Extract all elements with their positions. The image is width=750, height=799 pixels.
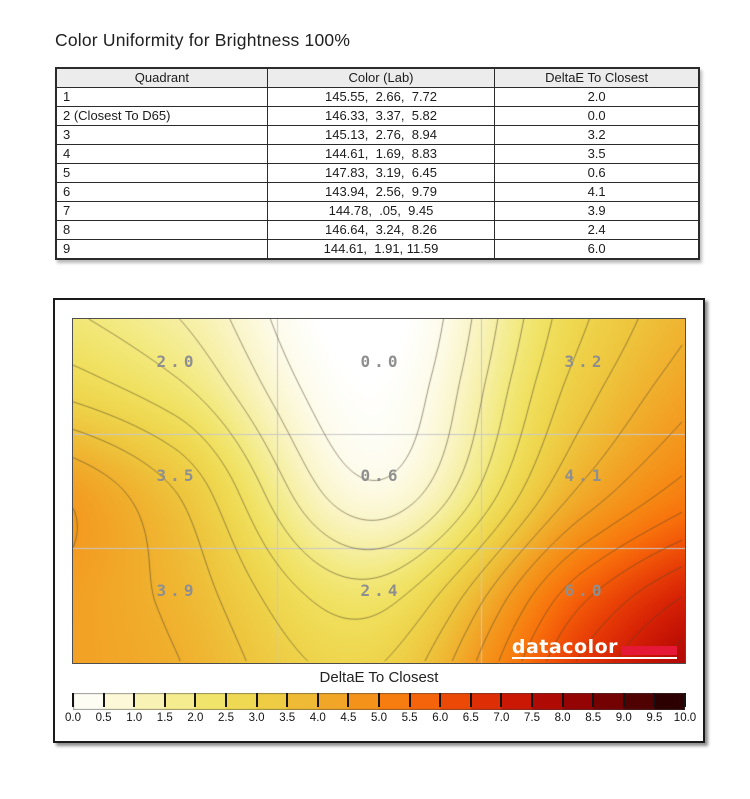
lab-cell: 144.78, .05, 9.45 <box>266 201 496 221</box>
lab-cell: 144.61, 1.69, 8.83 <box>266 144 496 164</box>
delta-cell: 3.5 <box>494 144 700 164</box>
colorbar-tick-label: 5.0 <box>371 712 387 724</box>
colorbar-tick-mark <box>561 693 564 707</box>
lab-cell: 146.33, 3.37, 5.82 <box>266 106 496 126</box>
quadrant-cell: 2 (Closest To D65) <box>55 106 268 126</box>
colorbar-tick-mark <box>286 693 289 707</box>
colorbar-tick-mark <box>163 693 166 707</box>
colorbar-tick-label: 5.5 <box>401 712 418 724</box>
colorbar-tick-label: 3.0 <box>248 712 265 724</box>
page-title: Color Uniformity for Brightness 100% <box>55 30 351 50</box>
colorbar-tick-label: 9.0 <box>615 712 632 724</box>
colorbar-tick-label: 7.0 <box>493 712 510 724</box>
colorbar-tick-label: 4.5 <box>340 712 357 724</box>
colorbar-tick-label: 4.0 <box>309 712 326 724</box>
contour-plot: 2.0 0.0 3.2 3.5 0.6 4.1 3.9 2.4 6.0 data… <box>72 318 686 664</box>
colorbar-tick-mark <box>225 693 227 707</box>
colorbar-tick-label: 1.0 <box>126 712 143 724</box>
datacolor-logo-bar <box>621 646 677 655</box>
colorbar-tick-mark <box>531 693 533 707</box>
header-quadrant: Quadrant <box>55 67 268 88</box>
colorbar-tick-label: 2.0 <box>187 712 204 724</box>
colorbar-tick-label: 10.0 <box>673 712 697 724</box>
colorbar-tick-mark <box>255 693 258 707</box>
colorbar-tick-mark <box>684 693 686 707</box>
colorbar-tick-mark <box>408 693 411 707</box>
table-row: 2 (Closest To D65) 146.33, 3.37, 5.82 0.0 <box>55 106 700 126</box>
table-row: 1 145.55, 2.66, 7.72 2.0 <box>55 87 700 107</box>
colorbar-tick-label: 6.5 <box>462 712 479 724</box>
colorbar-tick-label: 8.0 <box>554 712 571 724</box>
table-header-row: Quadrant Color (Lab) DeltaE To Closest <box>55 67 700 88</box>
table-row: 8 146.64, 3.24, 8.26 2.4 <box>55 220 700 240</box>
colorbar-tick-label: 0.5 <box>95 712 112 724</box>
colorbar-tick-mark <box>500 693 503 707</box>
uniformity-table: Quadrant Color (Lab) DeltaE To Closest 1… <box>55 67 700 260</box>
table-row: 5 147.83, 3.19, 6.45 0.6 <box>55 163 700 183</box>
quadrant-cell: 4 <box>55 144 268 164</box>
delta-cell: 2.4 <box>494 220 700 240</box>
colorbar-tick-mark <box>439 693 442 707</box>
delta-cell: 2.0 <box>494 87 700 107</box>
colorbar-tick-mark <box>102 693 105 707</box>
quadrant-cell: 9 <box>55 239 268 260</box>
header-color-lab: Color (Lab) <box>266 67 496 88</box>
colorbar-tick-mark <box>347 693 350 707</box>
lab-cell: 145.13, 2.76, 8.94 <box>266 125 496 145</box>
colorbar-tick-label: 6.0 <box>432 712 449 724</box>
table-row: 6 143.94, 2.56, 9.79 4.1 <box>55 182 700 202</box>
lab-cell: 145.55, 2.66, 7.72 <box>266 87 496 107</box>
header-deltae: DeltaE To Closest <box>494 67 700 88</box>
colorbar-tick-mark <box>469 693 472 707</box>
colorbar-tick-label: 7.5 <box>524 712 540 724</box>
colorbar-tick-mark <box>72 693 74 707</box>
colorbar-tick-label: 9.5 <box>646 712 663 724</box>
colorbar: 0.0 0.5 1.0 1.5 2.0 2.5 3.0 3.5 4.0 4.5 5.0 5.5 6.0 6… <box>65 693 696 741</box>
datacolor-logo: datacolor <box>511 636 677 659</box>
quadrant-cell: 8 <box>55 220 268 240</box>
contour-field-canvas <box>73 319 685 663</box>
table-row: 3 145.13, 2.76, 8.94 3.2 <box>55 125 700 145</box>
colorbar-tick-mark <box>653 693 656 707</box>
colorbar-tick-mark <box>316 693 319 707</box>
colorbar-tick-label: 3.5 <box>279 712 296 724</box>
delta-cell: 3.9 <box>494 201 700 221</box>
colorbar-tick-mark <box>622 693 625 707</box>
table-row: 4 144.61, 1.69, 8.83 3.5 <box>55 144 700 164</box>
lab-cell: 143.94, 2.56, 9.79 <box>266 182 496 202</box>
chart-title: DeltaE To Closest <box>319 669 439 686</box>
uniformity-chart-box: 2.0 0.0 3.2 3.5 0.6 4.1 3.9 2.4 6.0 data… <box>53 298 705 743</box>
delta-cell: 0.6 <box>494 163 700 183</box>
quadrant-cell: 1 <box>55 87 268 107</box>
colorbar-tick-label: 1.5 <box>156 712 173 724</box>
quadrant-cell: 6 <box>55 182 268 202</box>
colorbar-tick-label: 2.5 <box>218 712 234 724</box>
delta-cell: 0.0 <box>494 106 700 126</box>
table-row: 9 144.61, 1.91, 11.59 6.0 <box>55 239 700 260</box>
colorbar-tick-label: 0.0 <box>65 712 81 724</box>
lab-cell: 144.61, 1.91, 11.59 <box>266 239 496 260</box>
colorbar-tick-mark <box>133 693 136 707</box>
datacolor-logo-text: datacolor <box>511 636 618 658</box>
quadrant-cell: 7 <box>55 201 268 221</box>
colorbar-tick-label: 8.5 <box>585 712 602 724</box>
delta-cell: 4.1 <box>494 182 700 202</box>
colorbar-tick-mark <box>378 693 380 707</box>
colorbar-tick-mark <box>194 693 197 707</box>
colorbar-tick-mark <box>592 693 595 707</box>
table-row: 7 144.78, .05, 9.45 3.9 <box>55 201 700 221</box>
lab-cell: 147.83, 3.19, 6.45 <box>266 163 496 183</box>
lab-cell: 146.64, 3.24, 8.26 <box>266 220 496 240</box>
delta-cell: 6.0 <box>494 239 700 260</box>
quadrant-cell: 3 <box>55 125 268 145</box>
quadrant-cell: 5 <box>55 163 268 183</box>
delta-cell: 3.2 <box>494 125 700 145</box>
